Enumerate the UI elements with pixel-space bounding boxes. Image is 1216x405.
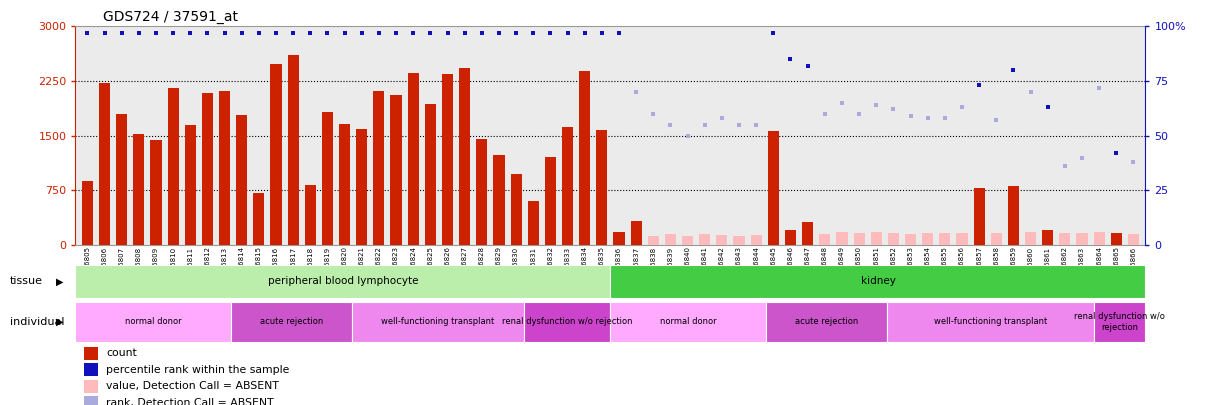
Bar xyxy=(98,83,111,245)
Bar xyxy=(716,235,727,245)
Bar xyxy=(441,75,454,245)
Text: kidney: kidney xyxy=(861,277,895,286)
Bar xyxy=(837,232,848,245)
Text: well-functioning transplant: well-functioning transplant xyxy=(381,318,495,326)
Bar xyxy=(75,302,231,342)
Bar xyxy=(562,127,573,245)
Bar xyxy=(803,222,814,245)
Bar xyxy=(1008,186,1019,245)
Text: count: count xyxy=(107,348,137,358)
Bar xyxy=(699,234,710,245)
Bar xyxy=(610,265,1145,298)
Bar xyxy=(424,104,437,245)
Bar xyxy=(511,174,522,245)
Bar xyxy=(339,124,350,245)
Bar xyxy=(373,91,384,245)
Bar xyxy=(116,114,128,245)
Bar xyxy=(1025,232,1036,245)
Bar xyxy=(407,73,418,245)
Text: acute rejection: acute rejection xyxy=(259,318,322,326)
Text: ▶: ▶ xyxy=(56,317,63,327)
Text: acute rejection: acute rejection xyxy=(794,318,857,326)
Bar xyxy=(767,131,779,245)
Bar xyxy=(579,71,590,245)
Bar xyxy=(253,193,264,245)
Bar xyxy=(1128,234,1139,245)
Bar xyxy=(905,234,916,245)
Bar xyxy=(733,236,744,245)
Text: value, Detection Call = ABSENT: value, Detection Call = ABSENT xyxy=(107,381,280,391)
Text: GDS724 / 37591_at: GDS724 / 37591_at xyxy=(103,10,238,24)
Bar xyxy=(871,232,882,245)
Bar xyxy=(494,155,505,245)
Bar xyxy=(1059,232,1070,245)
Bar xyxy=(305,185,316,245)
Bar xyxy=(84,380,97,393)
Bar xyxy=(528,201,539,245)
Bar xyxy=(231,302,351,342)
Bar xyxy=(854,233,865,245)
Bar xyxy=(356,129,367,245)
Bar xyxy=(75,265,610,298)
Bar xyxy=(545,157,556,245)
Bar xyxy=(390,95,401,245)
Text: well-functioning transplant: well-functioning transplant xyxy=(934,318,1047,326)
Bar xyxy=(766,302,886,342)
Bar xyxy=(477,139,488,245)
Text: renal dysfunction w/o
rejection: renal dysfunction w/o rejection xyxy=(1074,312,1165,332)
Bar xyxy=(460,68,471,245)
Bar xyxy=(957,232,968,245)
Bar xyxy=(1110,233,1122,245)
Bar xyxy=(665,234,676,245)
Bar xyxy=(886,302,1093,342)
Bar xyxy=(682,236,693,245)
Bar xyxy=(1076,233,1087,245)
Bar xyxy=(84,347,97,360)
Bar xyxy=(151,140,162,245)
Bar xyxy=(991,233,1002,245)
Bar xyxy=(1093,232,1105,245)
Bar xyxy=(219,91,230,245)
Bar xyxy=(134,134,145,245)
Text: ▶: ▶ xyxy=(56,277,63,286)
Bar xyxy=(888,232,899,245)
Bar xyxy=(939,233,951,245)
Bar xyxy=(202,93,213,245)
Bar xyxy=(648,236,659,245)
Bar xyxy=(84,363,97,376)
Text: normal donor: normal donor xyxy=(660,318,716,326)
Bar xyxy=(613,232,625,245)
Bar xyxy=(610,302,766,342)
Text: normal donor: normal donor xyxy=(125,318,181,326)
Bar xyxy=(631,221,642,245)
Bar xyxy=(1093,302,1145,342)
Bar xyxy=(168,87,179,245)
Bar xyxy=(288,55,299,245)
Bar xyxy=(185,125,196,245)
Bar xyxy=(81,181,92,245)
Bar xyxy=(524,302,610,342)
Bar xyxy=(596,130,608,245)
Bar xyxy=(84,396,97,405)
Text: peripheral blood lymphocyte: peripheral blood lymphocyte xyxy=(268,277,418,286)
Bar xyxy=(750,235,761,245)
Bar xyxy=(236,115,247,245)
Bar xyxy=(351,302,524,342)
Bar xyxy=(820,234,831,245)
Bar xyxy=(784,230,796,245)
Text: renal dysfunction w/o rejection: renal dysfunction w/o rejection xyxy=(502,318,632,326)
Bar xyxy=(974,188,985,245)
Text: individual: individual xyxy=(10,317,64,327)
Bar xyxy=(1042,230,1053,245)
Bar xyxy=(922,233,933,245)
Text: percentile rank within the sample: percentile rank within the sample xyxy=(107,365,289,375)
Bar xyxy=(270,64,282,245)
Text: rank, Detection Call = ABSENT: rank, Detection Call = ABSENT xyxy=(107,398,274,405)
Text: tissue: tissue xyxy=(10,277,43,286)
Bar xyxy=(322,112,333,245)
